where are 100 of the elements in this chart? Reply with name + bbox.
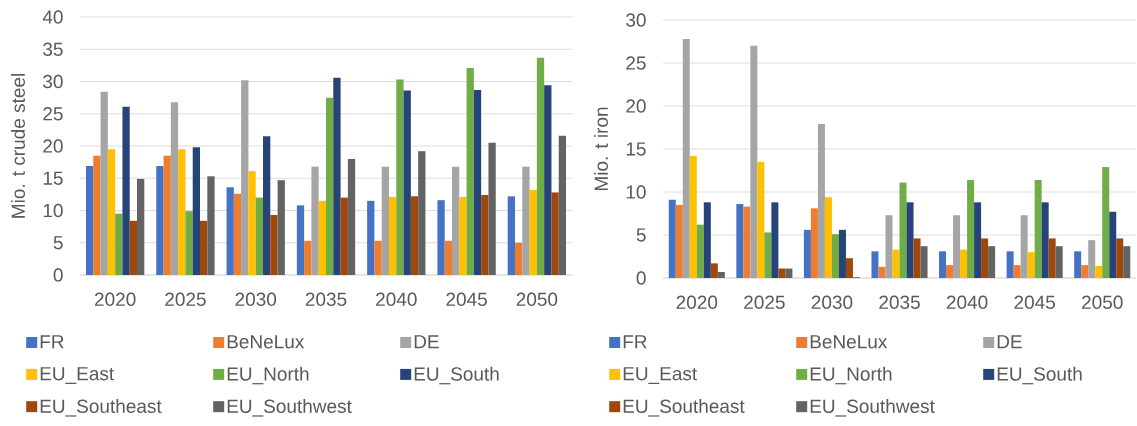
x-tick-label: 2035	[305, 292, 347, 306]
bar	[129, 220, 138, 275]
bar	[241, 80, 249, 275]
y-tick-label: 20	[43, 139, 63, 153]
y-tick-label: 15	[43, 171, 63, 185]
bar	[304, 240, 312, 275]
bar	[388, 196, 397, 275]
bar	[226, 187, 234, 275]
bar	[107, 149, 116, 275]
x-tick-label: 2020	[94, 292, 136, 306]
bar	[885, 215, 893, 278]
bar	[939, 251, 947, 278]
bar	[514, 242, 523, 275]
bar	[466, 67, 474, 275]
bar	[367, 200, 375, 275]
bar	[696, 224, 704, 278]
bar	[750, 45, 758, 278]
bar	[810, 208, 818, 278]
bar	[522, 166, 530, 275]
x-tick-label: 2040	[376, 292, 417, 306]
bar	[960, 249, 968, 278]
bar	[1006, 251, 1014, 278]
bar	[340, 197, 348, 275]
bar	[920, 246, 928, 278]
x-tick-label: 2030	[235, 292, 277, 306]
bar	[200, 220, 208, 275]
x-tick-label: 2025	[744, 295, 785, 309]
y-tick-label: 0	[636, 271, 646, 285]
bar	[163, 155, 171, 275]
y-tick-label: 20	[626, 99, 646, 113]
bar	[122, 106, 130, 275]
x-tick-label: 2020	[676, 295, 718, 309]
legend-label: BeNeLux	[227, 335, 305, 349]
y-tick-label: 35	[43, 42, 63, 56]
bar	[311, 166, 319, 275]
bar	[536, 57, 545, 275]
bar	[410, 196, 419, 275]
legend-label: EU_East	[623, 367, 698, 384]
bar	[1095, 265, 1103, 278]
y-tick-label: 10	[626, 185, 646, 199]
bar	[1123, 246, 1131, 278]
bar	[1048, 238, 1056, 278]
bar	[333, 77, 341, 275]
bar	[100, 91, 108, 275]
bar	[946, 265, 954, 278]
bar	[1041, 202, 1049, 278]
bar	[374, 240, 382, 275]
bar	[488, 142, 496, 275]
x-tick-label: 2040	[946, 295, 988, 309]
bar	[444, 240, 452, 275]
bar	[233, 193, 242, 275]
y-tick-label: 30	[43, 74, 63, 89]
legend-label: EU_Southwest	[810, 399, 935, 417]
bar	[207, 176, 215, 275]
bar	[988, 246, 996, 278]
bar	[347, 158, 356, 275]
bar	[981, 238, 989, 278]
bar	[1074, 251, 1082, 278]
bar	[381, 166, 389, 275]
bar	[296, 205, 305, 275]
bar	[703, 202, 711, 278]
bar	[277, 180, 285, 275]
bar	[899, 182, 907, 278]
legend-label: FR	[623, 335, 647, 349]
y-axis-title: Mio. t iron	[594, 107, 608, 191]
x-tick-label: 2050	[516, 292, 558, 306]
bar	[318, 200, 326, 275]
bar	[906, 202, 914, 278]
bar	[778, 268, 786, 278]
y-tick-label: 25	[43, 107, 63, 121]
bar	[871, 251, 879, 278]
x-tick-label: 2045	[1014, 295, 1055, 309]
legend-label: EU_East	[40, 367, 115, 384]
bar	[824, 197, 832, 278]
bar	[178, 149, 186, 275]
x-tick-label: 2045	[446, 292, 487, 306]
bar	[418, 151, 426, 275]
bar	[817, 124, 825, 278]
y-tick-label: 25	[626, 56, 646, 70]
bar	[451, 166, 460, 275]
bar	[507, 196, 515, 275]
legend-label: EU_North	[810, 366, 892, 385]
bar	[974, 202, 982, 278]
bar	[764, 232, 772, 278]
y-tick-label: 40	[42, 10, 63, 24]
bar	[736, 204, 744, 278]
bar	[1034, 179, 1042, 278]
legend-label: EU_Southeast	[623, 399, 745, 417]
y-tick-label: 15	[626, 142, 646, 156]
x-tick-label: 2050	[1082, 295, 1123, 309]
legend-label: BeNeLux	[810, 335, 888, 349]
bar	[1013, 265, 1021, 278]
bar	[170, 102, 179, 275]
bar	[831, 234, 839, 278]
y-axis-title: Mio. t crude steel	[11, 74, 25, 218]
bar	[785, 268, 793, 278]
y-tick-label: 10	[43, 203, 63, 218]
bar	[544, 85, 552, 275]
bar	[185, 211, 193, 275]
bar	[743, 206, 751, 278]
